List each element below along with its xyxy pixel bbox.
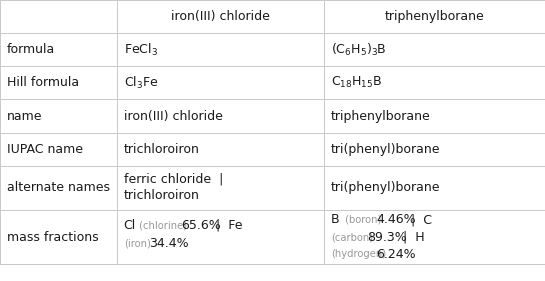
Text: triphenylborane: triphenylborane: [331, 110, 431, 123]
Text: |  H: | H: [395, 231, 424, 244]
Text: (carbon): (carbon): [331, 232, 373, 242]
Text: (boron): (boron): [342, 215, 381, 225]
Text: tri(phenyl)borane: tri(phenyl)borane: [331, 182, 440, 194]
Text: Cl$_3$Fe: Cl$_3$Fe: [124, 75, 158, 91]
Text: |  Fe: | Fe: [208, 219, 243, 232]
Text: iron(III) chloride: iron(III) chloride: [124, 110, 222, 123]
Text: (chlorine): (chlorine): [136, 220, 187, 230]
Text: tri(phenyl)borane: tri(phenyl)borane: [331, 143, 440, 156]
Text: formula: formula: [7, 43, 55, 56]
Text: trichloroiron: trichloroiron: [124, 143, 199, 156]
Text: alternate names: alternate names: [7, 182, 110, 194]
Text: IUPAC name: IUPAC name: [7, 143, 82, 156]
Text: triphenylborane: triphenylborane: [385, 10, 485, 23]
Text: FeCl$_3$: FeCl$_3$: [124, 42, 158, 58]
Text: Cl: Cl: [124, 219, 136, 232]
Text: trichloroiron: trichloroiron: [124, 189, 199, 203]
Text: 34.4%: 34.4%: [149, 237, 189, 250]
Text: 4.46%: 4.46%: [376, 213, 416, 226]
Text: (hydrogen): (hydrogen): [331, 250, 386, 259]
Text: |  C: | C: [403, 213, 432, 226]
Text: 6.24%: 6.24%: [376, 248, 416, 261]
Text: (C$_6$H$_5$)$_3$B: (C$_6$H$_5$)$_3$B: [331, 42, 386, 58]
Text: name: name: [7, 110, 42, 123]
Text: ferric chloride  |: ferric chloride |: [124, 173, 223, 186]
Text: B: B: [331, 213, 340, 226]
Text: Hill formula: Hill formula: [7, 76, 78, 89]
Text: mass fractions: mass fractions: [7, 231, 98, 244]
Text: (iron): (iron): [124, 239, 150, 249]
Text: iron(III) chloride: iron(III) chloride: [171, 10, 270, 23]
Text: 65.6%: 65.6%: [181, 219, 221, 232]
Text: 89.3%: 89.3%: [367, 231, 407, 244]
Text: C$_{18}$H$_{15}$B: C$_{18}$H$_{15}$B: [331, 75, 382, 90]
